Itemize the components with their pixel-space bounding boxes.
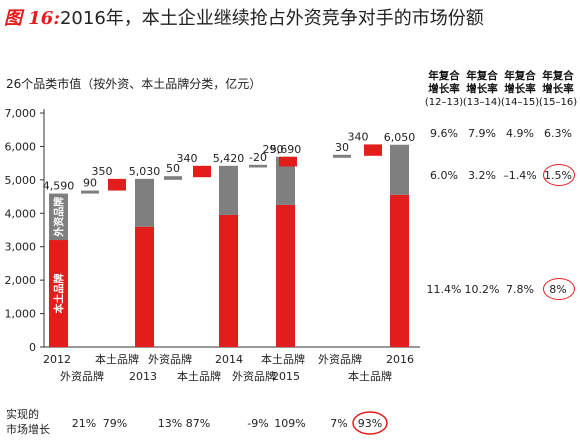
realized-growth-value: 79% [103, 417, 127, 430]
realized-growth-value: 87% [186, 417, 210, 430]
change-label: 340 [177, 152, 198, 165]
growth-header: 年复合 增长率 (12–13) [424, 70, 464, 109]
growth-value-foreign: 3.2% [468, 169, 496, 182]
growth-header-label: 年复合 [542, 70, 574, 82]
title-text: 2016年，本土企业继续抢占外资竞争对手的市场份额 [59, 8, 484, 29]
change-label: 30 [335, 141, 349, 154]
change-bar-domestic [279, 156, 297, 167]
x-category-label: 外资品牌 [148, 352, 192, 366]
bar-foreign-2013 [135, 178, 154, 227]
realized-growth-label: 市场增长 [6, 422, 50, 436]
foreign-series-label: 外资品牌 [53, 197, 66, 238]
realized-growth-value: 93% [358, 417, 382, 430]
realized-growth-value: 109% [274, 417, 305, 430]
growth-value-domestic: 11.4% [426, 283, 462, 296]
change-bar-domestic [364, 144, 382, 156]
growth-header-label: 增长率 [466, 83, 498, 95]
growth-header: 年复合 增长率 (15–16) [538, 70, 578, 109]
bar-domestic-2013 [135, 226, 154, 347]
chart-title: 图 16:2016年，本土企业继续抢占外资竞争对手的市场份额 [4, 4, 484, 30]
growth-value-total: 6.3% [544, 127, 572, 140]
domestic-series-label: 本土品牌 [53, 274, 66, 314]
change-label: 350 [92, 165, 113, 178]
growth-header-label: 增长率 [542, 83, 574, 95]
highlight-circle [352, 411, 388, 435]
growth-value-domestic: 7.8% [506, 283, 534, 296]
change-bar-domestic [193, 165, 211, 178]
y-tick-label: 7,000 [5, 107, 37, 120]
change-bar-domestic [108, 178, 126, 191]
total-label: 6,050 [384, 131, 416, 144]
x-category-label: 本土品牌 [261, 352, 305, 366]
growth-header-period: (14–15) [500, 97, 540, 108]
growth-header: 年复合 增长率 (14–15) [500, 70, 540, 109]
x-category-label: 2014 [215, 353, 243, 366]
x-category-label: 外资品牌 [318, 352, 362, 366]
growth-header-label: 增长率 [428, 83, 460, 95]
x-category-label: 2012 [43, 353, 71, 366]
x-category-label: 本土品牌 [177, 369, 221, 383]
change-bar-foreign [81, 190, 99, 194]
x-category-label: 2016 [386, 353, 414, 366]
growth-value-total: 9.6% [430, 127, 458, 140]
growth-header: 年复合 增长率 (13–14) [462, 70, 502, 109]
chart-subtitle: 26个品类市值（按外资、本土品牌分类，亿元） [6, 77, 262, 91]
figure-label: 图 16: [4, 8, 60, 29]
x-category-label: 外资品牌 [232, 369, 276, 383]
growth-header-label: 年复合 [466, 70, 498, 82]
bar-foreign-2012 [49, 193, 68, 241]
growth-header-label: 年复合 [504, 70, 536, 82]
bar-domestic-2012 [49, 240, 68, 347]
bar-foreign-2016 [390, 144, 409, 195]
y-tick-label: 6,000 [5, 140, 37, 153]
y-tick-label: 2,000 [5, 274, 37, 287]
x-category-label: 本土品牌 [95, 352, 139, 366]
bar-foreign-2015 [276, 156, 295, 205]
x-category-label: 外资品牌 [60, 369, 104, 383]
realized-growth-label: 实现的 [6, 407, 39, 421]
realized-growth-value: 7% [330, 417, 347, 430]
y-tick-label: 0 [29, 341, 36, 354]
realized-growth-value: -9% [247, 417, 268, 430]
bar-domestic-2014 [219, 214, 238, 347]
growth-header-period: (13–14) [462, 97, 502, 108]
x-category-label: 2013 [129, 370, 157, 383]
total-label: 4,590 [43, 180, 75, 193]
growth-value-total: 7.9% [468, 127, 496, 140]
growth-value-foreign: –1.4% [503, 169, 537, 182]
change-bar-foreign [249, 164, 267, 168]
change-label: 290 [263, 143, 284, 156]
bar-domestic-2016 [390, 194, 409, 347]
realized-growth-value: 13% [158, 417, 182, 430]
total-label: 5,420 [213, 152, 245, 165]
bar-domestic-2015 [276, 204, 295, 347]
y-tick-label: 5,000 [5, 174, 37, 187]
change-bar-foreign [333, 154, 351, 158]
total-label: 5,690 [270, 143, 302, 156]
growth-header-period: (15–16) [538, 97, 578, 108]
growth-header-period: (12–13) [424, 97, 464, 108]
realized-growth-value: 21% [72, 417, 96, 430]
y-tick-label: 3,000 [5, 241, 37, 254]
growth-value-total: 4.9% [506, 127, 534, 140]
x-category-label: 2015 [272, 370, 300, 383]
bar-foreign-2014 [219, 165, 238, 215]
change-label: -20 [249, 151, 267, 164]
total-label: 5,030 [129, 165, 161, 178]
change-label: 50 [166, 162, 180, 175]
growth-header-label: 年复合 [428, 70, 460, 82]
highlight-circle [543, 164, 575, 186]
highlight-circle [543, 278, 575, 300]
y-tick-label: 4,000 [5, 207, 37, 220]
y-tick-label: 1,000 [5, 308, 37, 321]
growth-value-domestic: 10.2% [464, 283, 500, 296]
change-label: 90 [83, 177, 97, 190]
change-label: 340 [348, 130, 369, 143]
change-bar-foreign [164, 176, 182, 180]
x-category-label: 本土品牌 [348, 369, 392, 383]
growth-value-foreign: 6.0% [430, 169, 458, 182]
growth-header-label: 增长率 [504, 83, 536, 95]
